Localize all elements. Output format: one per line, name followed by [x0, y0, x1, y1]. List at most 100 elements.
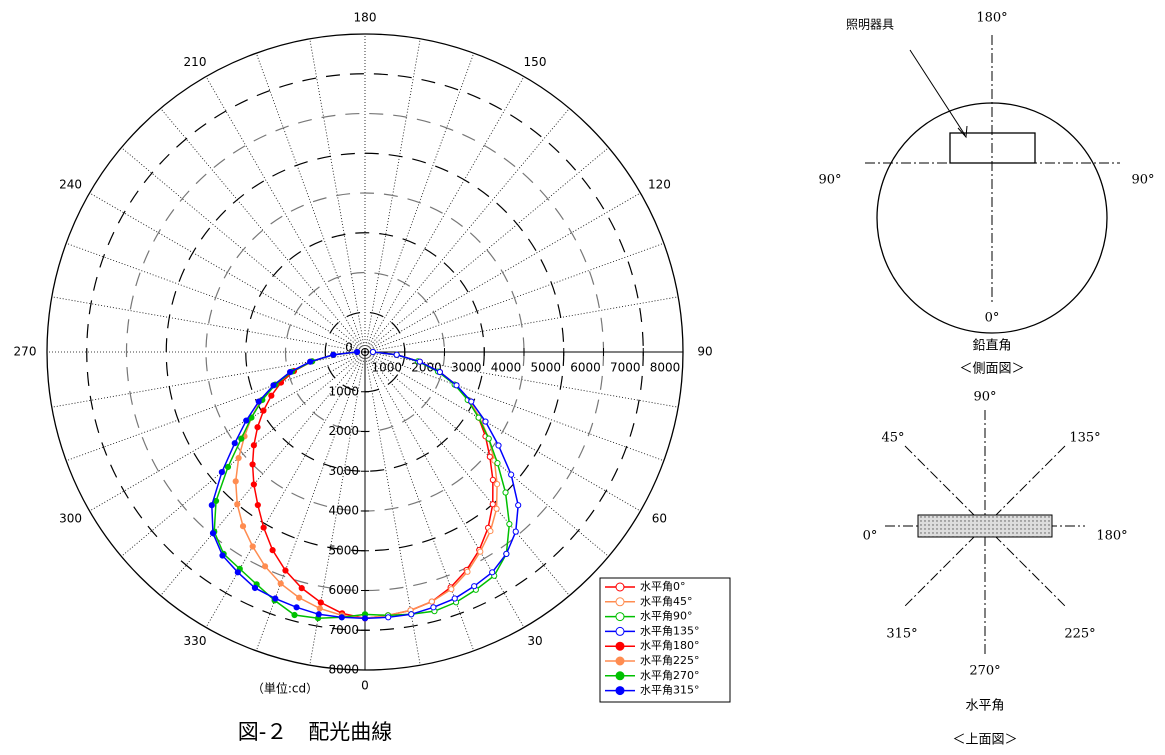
caption: 図-２ 配光曲線 [238, 720, 393, 744]
marker [393, 351, 400, 358]
marker [453, 382, 460, 389]
radial-line [364, 351, 570, 596]
legend-marker [615, 597, 625, 607]
marker [234, 569, 241, 576]
marker [361, 615, 369, 622]
r-tick-label: 4000 [491, 361, 522, 375]
legend-label: 水平角180° [640, 639, 700, 652]
marker [255, 398, 262, 405]
marker [234, 501, 241, 508]
angle-tick-label: 270 [14, 345, 37, 359]
r-tick-label: 0 [345, 341, 353, 355]
r-tick-label: 2000 [328, 424, 359, 438]
marker [293, 604, 300, 611]
angle-tick-label: 300 [59, 512, 82, 526]
radial-line [364, 108, 570, 353]
marker [261, 563, 269, 570]
marker [451, 595, 458, 602]
marker [502, 489, 509, 496]
marker [512, 528, 519, 535]
marker [489, 476, 496, 483]
marker [243, 417, 250, 424]
r-tick-label: 8000 [328, 663, 359, 677]
marker [254, 501, 261, 509]
marker [385, 614, 392, 621]
marker [464, 568, 471, 575]
r-tick-label: 3000 [328, 464, 359, 478]
marker [287, 368, 294, 376]
angle-label: 0° [985, 311, 1000, 326]
r-tick-label: 7000 [610, 361, 641, 375]
marker [239, 523, 247, 530]
marker [270, 382, 277, 389]
marker [254, 424, 261, 431]
marker [235, 454, 242, 462]
radial-line [205, 351, 366, 628]
marker [430, 604, 437, 611]
angle-label: 90° [818, 173, 841, 188]
marker [260, 524, 267, 531]
marker [515, 502, 522, 509]
angle-label: 90° [973, 390, 996, 405]
marker [493, 505, 500, 512]
marker [428, 598, 435, 605]
marker [436, 368, 443, 376]
angle-tick-label: 90 [697, 345, 712, 359]
marker [231, 440, 238, 447]
legend-marker [615, 671, 625, 681]
angle-label: 315° [886, 627, 917, 642]
radial-line [160, 108, 366, 353]
angle-label: 45° [881, 431, 904, 446]
marker [506, 520, 513, 528]
marker [475, 414, 482, 421]
radial-line [51, 351, 366, 408]
top-view [885, 410, 1085, 655]
unit-note: （単位:cd） [252, 681, 318, 696]
radial-line [364, 147, 609, 353]
marker [249, 461, 256, 468]
angle-tick-label: 210 [184, 55, 207, 69]
angle-label: 225° [1064, 627, 1095, 642]
marker [296, 594, 303, 601]
marker [486, 453, 493, 460]
marker [250, 481, 257, 488]
legend-label: 水平角315° [640, 684, 700, 697]
marker [471, 583, 478, 590]
r-tick-label: 1000 [328, 384, 359, 398]
marker [369, 348, 377, 356]
legend-marker [615, 656, 625, 666]
radial-line [51, 296, 366, 353]
angle-label: 135° [1069, 431, 1100, 446]
marker [219, 552, 226, 559]
marker [269, 547, 276, 554]
legend-label: 水平角0° [640, 580, 686, 593]
radial-line [255, 53, 366, 353]
angle-label: 90° [1131, 173, 1154, 188]
angle-label: 180° [1096, 529, 1127, 544]
marker [238, 435, 245, 442]
r-tick-label: 4000 [328, 504, 359, 518]
angle-tick-label: 330 [184, 634, 207, 648]
r-tick-label: 3000 [451, 361, 482, 375]
legend: 水平角0° 水平角45° 水平角90°水平角135° 水平角180° 水平角225° 水平… [599, 577, 731, 703]
marker [495, 442, 502, 449]
marker [468, 398, 475, 405]
angle-tick-label: 240 [59, 178, 82, 192]
marker [494, 460, 501, 467]
marker [307, 358, 314, 365]
marker [315, 611, 322, 618]
r-tick-label: 8000 [650, 361, 681, 375]
marker [508, 471, 515, 478]
marker [338, 614, 345, 621]
angle-tick-label: 30 [527, 634, 542, 648]
angle-tick-label: 120 [648, 178, 671, 192]
series-line [364, 351, 494, 620]
angle-tick-label: 0 [361, 679, 369, 693]
view-label: 水平角 [965, 699, 1004, 714]
marker [485, 435, 492, 442]
r-tick-label: 6000 [328, 583, 359, 597]
marker [277, 580, 284, 587]
legend-marker [615, 641, 625, 651]
legend-label: 水平角225° [640, 654, 700, 667]
legend-marker [615, 612, 625, 622]
